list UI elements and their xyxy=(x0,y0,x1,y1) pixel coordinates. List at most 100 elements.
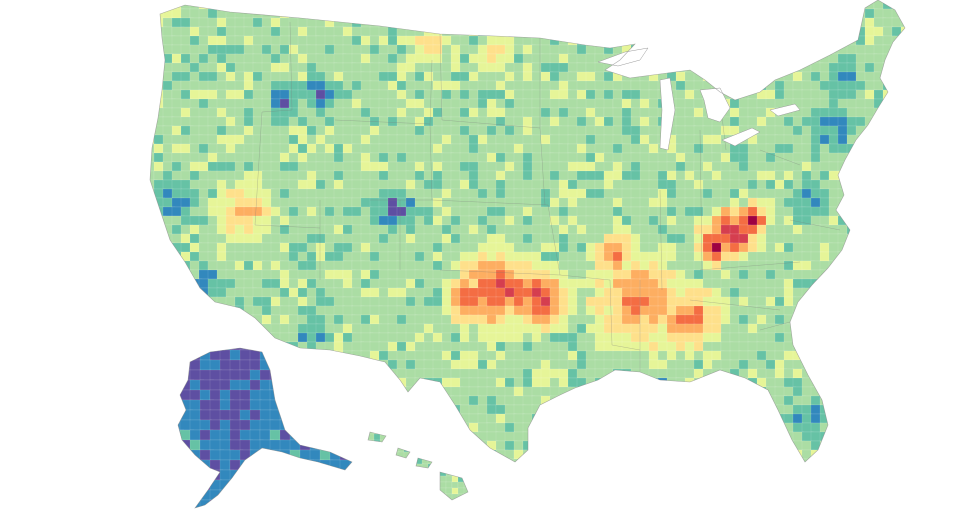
borough-cell-94 xyxy=(349,379,352,391)
county-cell-2142 xyxy=(297,224,308,235)
county-cell-497 xyxy=(792,44,805,55)
county-cell-586 xyxy=(828,53,839,64)
county-cell-4478 xyxy=(667,468,677,477)
county-cell-4346 xyxy=(243,458,256,462)
county-cell-4161 xyxy=(873,431,885,442)
county-cell-132 xyxy=(567,8,578,19)
county-cell-2703 xyxy=(756,278,767,289)
county-cell-1095 xyxy=(819,107,830,118)
county-cell-2710 xyxy=(819,278,831,289)
county-cell-4397 xyxy=(702,458,713,462)
borough-cell-148 xyxy=(319,409,334,421)
county-cell-322 xyxy=(747,26,761,37)
county-cell-2039 xyxy=(900,206,905,217)
county-cell-695 xyxy=(279,71,290,82)
borough-cell-260 xyxy=(299,469,311,481)
county-cell-3039 xyxy=(720,314,731,325)
county-cell-1184 xyxy=(855,116,867,127)
county-cell-2351 xyxy=(648,242,659,253)
county-cell-2146 xyxy=(333,224,344,235)
county-cell-2348 xyxy=(621,242,633,253)
county-cell-2623 xyxy=(801,269,812,280)
county-cell-4222 xyxy=(657,440,668,451)
county-cell-2547 xyxy=(882,260,896,271)
county-cell-2258 xyxy=(576,233,588,244)
county-cell-1624 xyxy=(225,170,236,181)
county-cell-3651 xyxy=(873,377,887,388)
county-cell-8 xyxy=(216,0,229,10)
county-cell-4352 xyxy=(297,458,310,462)
county-cell-1735 xyxy=(459,179,470,190)
county-cell-2523 xyxy=(666,260,677,271)
county-cell-3368 xyxy=(621,350,632,361)
county-cell-2501 xyxy=(468,260,480,271)
county-cell-3935 xyxy=(369,413,382,424)
county-cell-2705 xyxy=(774,278,785,289)
borough-cell-293 xyxy=(249,489,264,501)
county-cell-1570 xyxy=(504,161,516,172)
hawaii-cell-113 xyxy=(470,458,476,464)
county-cell-2115 xyxy=(819,215,831,226)
county-cell-732 xyxy=(612,71,623,82)
county-cell-3685 xyxy=(414,386,428,397)
county-cell-4123 xyxy=(531,431,545,442)
county-cell-111 xyxy=(378,8,391,19)
county-cell-114 xyxy=(405,8,416,19)
county-cell-3257 xyxy=(387,341,398,352)
county-cell-658 xyxy=(711,62,725,73)
county-cell-2545 xyxy=(864,260,878,271)
county-cell-1581 xyxy=(603,161,614,172)
county-cell-3348 xyxy=(441,350,453,361)
county-cell-3541 xyxy=(648,368,660,379)
county-cell-2805 xyxy=(150,296,155,307)
county-cell-3522 xyxy=(477,368,489,379)
borough-cell-258 xyxy=(279,469,292,481)
county-cell-4045 xyxy=(594,422,605,433)
hawaii-cell-66 xyxy=(415,445,425,453)
county-cell-2607 xyxy=(657,269,668,280)
county-cell-882 xyxy=(432,89,444,100)
borough-cell-278 xyxy=(289,479,303,491)
county-cell-757 xyxy=(837,71,849,82)
county-cell-1867 xyxy=(882,188,893,199)
county-cell-4215 xyxy=(594,440,605,451)
county-cell-4251 xyxy=(153,449,164,460)
hawaii-cell-135 xyxy=(373,469,383,477)
county-cell-938 xyxy=(171,98,182,109)
county-cell-4385 xyxy=(594,458,605,462)
county-cell-1331 xyxy=(648,134,659,145)
county-cell-1842 xyxy=(657,188,668,199)
county-cell-736 xyxy=(648,71,659,82)
county-cell-202 xyxy=(432,17,444,28)
county-cell-266 xyxy=(243,26,254,37)
county-cell-2828 xyxy=(351,296,363,307)
borough-cell-28 xyxy=(259,349,272,361)
hawaii-cell-143 xyxy=(421,469,430,477)
county-cell-1747 xyxy=(567,179,578,190)
county-cell-1072 xyxy=(612,107,623,118)
hawaii-cell-53 xyxy=(451,439,460,447)
county-cell-1947 xyxy=(837,197,849,208)
county-cell-793 xyxy=(396,80,407,91)
county-cell-4126 xyxy=(558,431,570,442)
borough-cell-205 xyxy=(319,439,332,451)
county-cell-1420 xyxy=(684,143,695,154)
county-cell-1236 xyxy=(558,125,569,136)
county-cell-364 xyxy=(360,35,371,46)
county-cell-4243 xyxy=(846,440,859,451)
county-cell-3091 xyxy=(423,323,434,334)
county-cell-1607 xyxy=(837,161,851,172)
county-cell-4303 xyxy=(621,449,633,460)
hawaii-cell-29 xyxy=(421,433,431,441)
county-cell-3543 xyxy=(666,368,677,379)
county-cell-2578 xyxy=(396,269,407,280)
county-cell-3116 xyxy=(648,323,659,334)
county-cell-3818 xyxy=(846,395,858,406)
hawaii-cell-46 xyxy=(409,439,419,447)
county-cell-1454 xyxy=(225,152,236,163)
county-cell-3931 xyxy=(333,413,344,424)
county-cell-2589 xyxy=(495,269,506,280)
county-cell-2455 xyxy=(819,251,830,262)
county-cell-3902 xyxy=(837,404,848,415)
county-cell-3771 xyxy=(423,395,437,406)
